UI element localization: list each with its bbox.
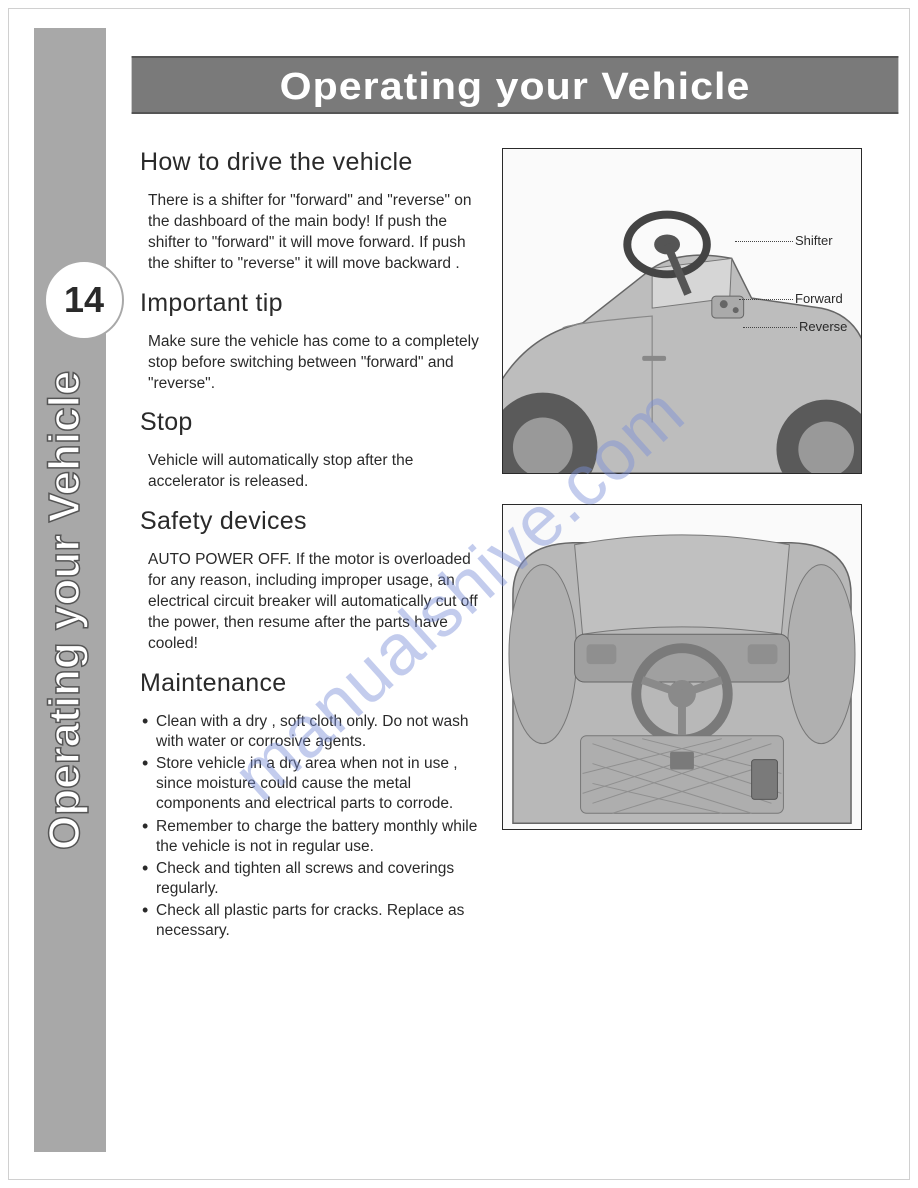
list-item: Store vehicle in a dry area when not in … bbox=[142, 754, 480, 814]
list-item: Remember to charge the battery monthly w… bbox=[142, 817, 480, 857]
heading-stop: Stop bbox=[140, 408, 480, 437]
label-shifter: Shifter bbox=[795, 233, 833, 248]
label-reverse: Reverse bbox=[799, 319, 847, 334]
leader-line bbox=[739, 299, 793, 300]
leader-line bbox=[735, 241, 793, 242]
text-stop: Vehicle will automatically stop after th… bbox=[148, 451, 480, 493]
label-forward: Forward bbox=[795, 291, 843, 306]
heading-tip: Important tip bbox=[140, 289, 480, 318]
right-column: Shifter Forward Reverse bbox=[502, 138, 862, 943]
heading-maint: Maintenance bbox=[140, 669, 480, 698]
leader-line bbox=[743, 327, 797, 328]
text-safety: AUTO POWER OFF. If the motor is overload… bbox=[148, 550, 480, 655]
figure-interior-view bbox=[502, 504, 862, 830]
list-item: Check and tighten all screws and coverin… bbox=[142, 859, 480, 899]
text-tip: Make sure the vehicle has come to a comp… bbox=[148, 332, 480, 395]
figure-side-view: Shifter Forward Reverse bbox=[502, 148, 862, 474]
vehicle-side-icon bbox=[503, 149, 861, 473]
left-column: How to drive the vehicle There is a shif… bbox=[140, 138, 480, 943]
text-drive: There is a shifter for "forward" and "re… bbox=[148, 191, 480, 275]
heading-drive: How to drive the vehicle bbox=[140, 148, 480, 177]
list-item: Clean with a dry , soft cloth only. Do n… bbox=[142, 712, 480, 752]
heading-safety: Safety devices bbox=[140, 507, 480, 536]
content-area: How to drive the vehicle There is a shif… bbox=[140, 138, 880, 943]
vehicle-interior-icon bbox=[503, 505, 861, 829]
page-number-badge: 14 bbox=[44, 260, 124, 340]
vertical-section-label: Operating your Vehicle bbox=[40, 371, 90, 850]
list-item: Check all plastic parts for cracks. Repl… bbox=[142, 901, 480, 941]
maintenance-list: Clean with a dry , soft cloth only. Do n… bbox=[142, 712, 480, 942]
title-bar: Operating your Vehicle bbox=[132, 56, 899, 114]
